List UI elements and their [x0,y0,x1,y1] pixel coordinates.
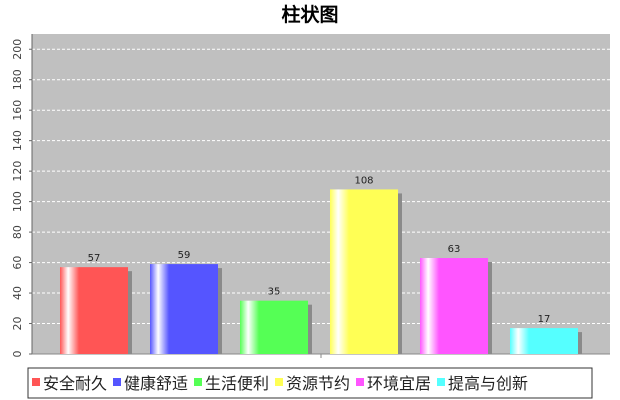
bar-value-label: 108 [354,175,373,186]
y-tick-label: 160 [11,100,24,121]
y-tick-label: 20 [11,317,24,331]
bar [240,300,308,354]
bar-series [60,189,582,354]
bar-value-label: 57 [88,253,101,264]
bar [420,258,488,354]
value-labels: 57 59 35 108 63 17 [88,175,551,325]
legend-swatch [194,378,202,386]
bar [510,328,578,354]
legend-label: 提高与创新 [448,374,528,393]
legend-label: 资源节约 [286,374,350,393]
y-tick-label: 40 [11,286,24,300]
bar-value-label: 59 [178,250,191,261]
y-tick-label: 180 [11,69,24,90]
bar [330,189,398,354]
legend-label: 环境宜居 [367,374,431,393]
y-tick-label: 140 [11,130,24,151]
legend-swatch [32,378,40,386]
legend-swatch [113,378,121,386]
legend-swatch [356,378,364,386]
y-tick-label: 120 [11,161,24,182]
bar [150,264,218,354]
legend-label: 安全耐久 [43,374,107,393]
bar-value-label: 17 [538,314,551,325]
y-tick-label: 60 [11,256,24,270]
legend: 安全耐久 健康舒适 生活便利 资源节约 环境宜居 提高与创新 [27,367,593,399]
y-tick-label: 100 [11,191,24,212]
legend-swatch [275,378,283,386]
y-tick-label: 80 [11,225,24,239]
bar-value-label: 35 [268,287,281,298]
legend-label: 生活便利 [205,374,269,393]
bar [60,267,128,354]
bar-value-label: 63 [448,244,461,255]
legend-swatch [437,378,445,386]
legend-label: 健康舒适 [124,374,188,393]
y-tick-label: 200 [11,39,24,60]
legend-box [27,367,593,399]
y-tick-label: 0 [11,351,24,358]
chart-title: 柱状图 [281,3,338,26]
